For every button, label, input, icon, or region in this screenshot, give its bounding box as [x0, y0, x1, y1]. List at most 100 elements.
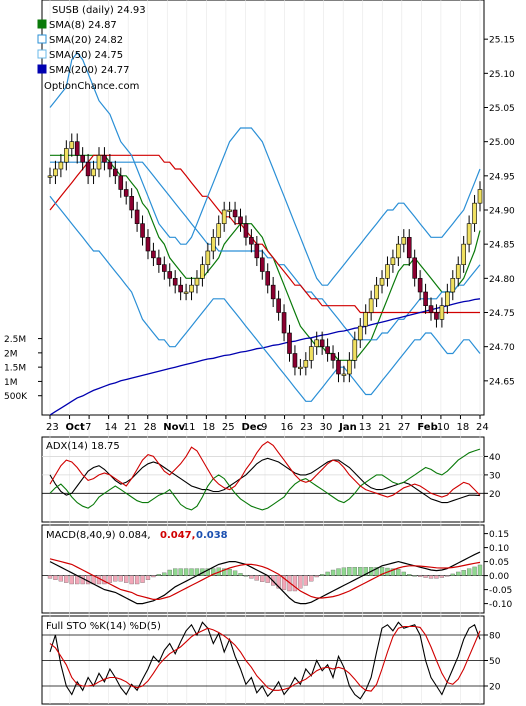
macd-histogram-bar: [145, 575, 151, 580]
candle-up: [368, 298, 374, 313]
x-tick-label: 10: [437, 422, 450, 433]
macd-histogram-bar: [320, 574, 325, 576]
macd-histogram-bar: [461, 570, 466, 576]
legend-swatch-sma8: [37, 19, 47, 29]
macd-histogram-bar: [222, 568, 227, 576]
candle-up: [477, 189, 483, 204]
macd-histogram-bar: [58, 575, 64, 582]
macd-y-tick-label: 0.10: [489, 544, 509, 554]
candle-down: [232, 209, 238, 218]
macd-histogram-bar: [281, 575, 287, 590]
macd-histogram-bar: [124, 575, 129, 583]
candle-down: [336, 360, 341, 375]
candle-down: [325, 346, 330, 354]
x-tick-label: Oct: [66, 422, 85, 433]
series-line-upper: [49, 51, 481, 286]
candle-down: [254, 243, 260, 259]
macd-histogram-bar: [178, 568, 183, 576]
x-tick-label: Dec: [241, 422, 262, 433]
adx-y-tick-label: 20: [489, 490, 501, 500]
candle-down: [265, 271, 271, 286]
candle-up: [455, 264, 461, 279]
macd-histogram-bar: [151, 575, 156, 578]
macd-histogram-bar: [303, 575, 308, 586]
price-y-tick-label: 24.85: [489, 241, 515, 251]
macd-histogram-bar: [211, 568, 216, 576]
price-y-tick-label: 25.00: [489, 138, 515, 148]
candle-up: [69, 141, 75, 149]
macd-histogram-bar: [352, 567, 357, 576]
price-y-tick-label: 24.75: [489, 309, 515, 319]
candle-up: [445, 291, 450, 306]
macd-histogram-bar: [64, 575, 69, 583]
candle-down: [406, 237, 412, 259]
candle-down: [292, 353, 298, 368]
candle-down: [417, 278, 423, 293]
legend-swatch-sma20: [37, 34, 47, 44]
candle-up: [401, 237, 407, 245]
candle-up: [194, 278, 200, 286]
macd-histogram-bar: [243, 575, 249, 577]
candle-down: [172, 278, 178, 286]
candle-down: [123, 189, 129, 197]
candle-up: [472, 202, 477, 224]
candle-up: [396, 243, 401, 259]
macd-histogram-bar: [423, 575, 428, 578]
volume-tick-label: 1M: [4, 378, 18, 388]
candle-down: [107, 161, 113, 170]
x-tick-label: 14: [105, 422, 118, 433]
macd-histogram-bar: [156, 574, 162, 576]
series-line-plus-di: [49, 448, 481, 511]
macd-title: MACD(8,40,9) 0.084,: [46, 530, 151, 541]
candle-down: [281, 312, 287, 334]
macd-histogram-bar: [102, 575, 107, 585]
volume-tick-label: 2M: [4, 349, 18, 359]
candle-down: [129, 196, 134, 211]
macd-histogram-bar: [134, 575, 140, 585]
macd-histogram-bar: [434, 575, 439, 579]
macd-signal-value: 0.047,: [160, 530, 195, 541]
candle-up: [390, 257, 396, 265]
macd-histogram-bar: [96, 575, 102, 585]
macd-histogram-bar: [205, 568, 210, 576]
x-tick-label: 23: [46, 422, 59, 433]
candle-up: [216, 223, 222, 238]
macd-histogram-bar: [140, 575, 145, 583]
x-tick-label: 25: [222, 422, 235, 433]
macd-histogram-bar: [472, 566, 477, 576]
x-tick-label: Feb: [417, 422, 437, 433]
candle-up: [298, 366, 303, 369]
macd-histogram-bar: [390, 568, 396, 576]
macd-histogram-bar: [396, 569, 401, 576]
candle-up: [47, 175, 53, 178]
candle-down: [243, 223, 249, 238]
macd-histogram-bar: [358, 567, 363, 576]
candle-down: [145, 237, 151, 252]
macd-histogram-bar: [249, 575, 254, 579]
candle-up: [314, 339, 320, 347]
candle-down: [287, 332, 292, 354]
x-tick-label: 7: [85, 422, 91, 433]
volume-tick-label: 2.5M: [4, 335, 26, 345]
candle-up: [200, 264, 205, 279]
x-tick-label: 30: [320, 422, 333, 433]
macd-histogram-bar: [232, 570, 238, 576]
candle-down: [249, 237, 254, 245]
macd-y-tick-label: 0.00: [489, 572, 509, 582]
candle-down: [330, 353, 336, 361]
candle-down: [434, 312, 439, 320]
macd-histogram-bar: [292, 575, 298, 592]
x-tick-label: 28: [144, 422, 157, 433]
candle-down: [259, 257, 265, 272]
series-line-sma20: [50, 161, 481, 341]
series-line-stoch-d: [49, 625, 481, 692]
macd-histogram-bar: [189, 568, 194, 576]
macd-histogram-bar: [347, 567, 352, 576]
x-tick-label: 13: [359, 422, 372, 433]
candle-down: [80, 155, 85, 163]
macd-histogram-bar: [412, 575, 417, 577]
macd-histogram-bar: [466, 568, 472, 576]
candle-down: [156, 257, 162, 265]
candle-down: [162, 264, 167, 272]
